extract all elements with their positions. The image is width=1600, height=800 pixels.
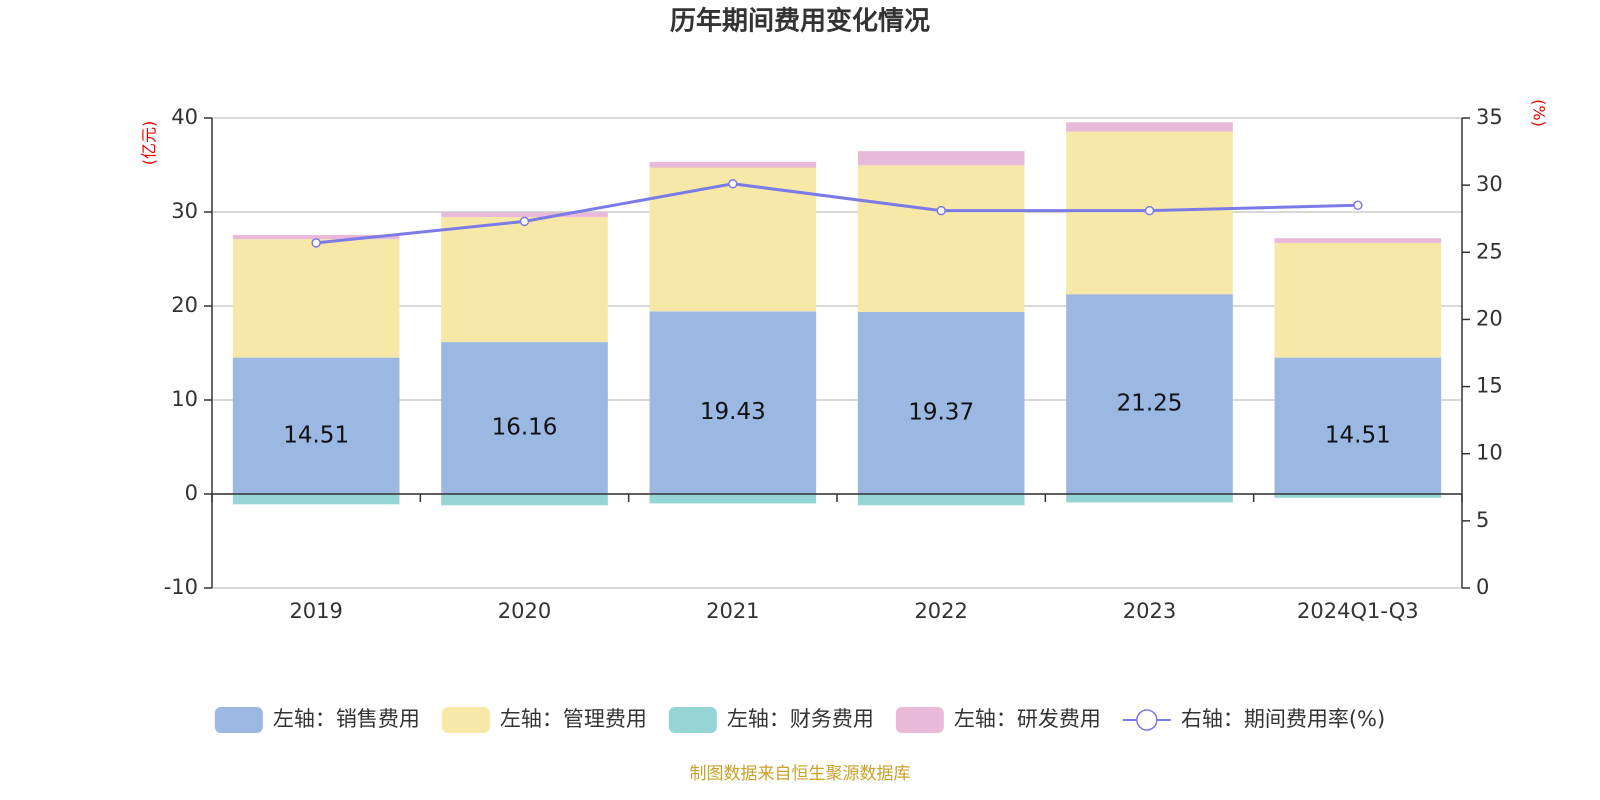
line-point (1144, 205, 1155, 216)
data-label: 19.37 (908, 399, 974, 425)
line-point (936, 205, 946, 216)
legend-label: 左轴：财务费用 (727, 707, 874, 731)
line-point (519, 216, 530, 227)
legend-swatch (668, 707, 717, 733)
y2-tick-label: 15 (1476, 374, 1503, 398)
legend-swatch (441, 707, 490, 733)
line-point (728, 179, 738, 189)
bar (857, 494, 1025, 506)
legend-swatch (214, 707, 263, 733)
y-tick-label: 40 (171, 105, 198, 129)
bar (1274, 238, 1442, 243)
y2-tick-label: 30 (1476, 172, 1503, 196)
x-tick-label: 2022 (914, 599, 967, 623)
y2-axis-label: (%) (1530, 99, 1549, 127)
y-tick-label: 0 (185, 481, 198, 505)
bar (649, 494, 817, 504)
bar (857, 165, 1025, 312)
legend-label: 左轴：研发费用 (954, 707, 1101, 731)
line-point (311, 238, 321, 248)
y2-tick-label: 25 (1476, 239, 1503, 263)
bar (441, 494, 608, 506)
bar (232, 357, 400, 494)
y-tick-label: 30 (171, 199, 198, 223)
y-axis-label: (亿元) (140, 121, 159, 166)
x-tick-label: 2020 (498, 599, 551, 623)
bar (649, 311, 817, 494)
bar (1274, 494, 1442, 498)
legend-swatch (895, 707, 944, 733)
x-tick-label: 2024Q1-Q3 (1297, 599, 1419, 623)
bar (232, 234, 400, 240)
data-label: 14.51 (1325, 422, 1391, 448)
x-tick-label: 2023 (1123, 599, 1176, 623)
y2-tick-label: 35 (1476, 105, 1503, 129)
y2-tick-label: 20 (1476, 306, 1503, 330)
data-label: 14.51 (283, 422, 349, 448)
legend: 左轴：销售费用 左轴：管理费用 左轴：财务费用 左轴：研发费用 右轴：期间费用率(%) (214, 707, 1385, 733)
line (316, 182, 1358, 245)
bar (441, 212, 608, 218)
y-tick-label: 10 (171, 387, 198, 411)
legend-label: 左轴：管理费用 (500, 707, 647, 731)
bar (1066, 122, 1233, 132)
data-label: 21.25 (1117, 391, 1183, 417)
bar (1066, 494, 1233, 503)
bar (441, 342, 608, 494)
bar (857, 151, 1025, 166)
y2-tick-label: 10 (1476, 441, 1503, 465)
bar (1066, 294, 1233, 494)
source-note: 制图数据来自恒生聚源数据库 (690, 764, 911, 784)
y2-tick-label: 5 (1476, 508, 1489, 532)
x-tick-label: 2021 (706, 599, 759, 623)
bar (857, 311, 1025, 494)
legend-label: 右轴：期间费用率(%) (1181, 707, 1385, 731)
bar (1274, 357, 1442, 494)
data-label: 16.16 (492, 415, 558, 441)
y-tick-label: 20 (171, 293, 198, 317)
bar (232, 239, 400, 358)
y-tick-label: -10 (164, 575, 198, 599)
bar (441, 217, 608, 343)
x-tick-label: 2019 (289, 599, 342, 623)
bar (649, 167, 817, 312)
bar (1274, 242, 1442, 358)
bar (649, 161, 817, 168)
chart-title: 历年期间费用变化情况 (670, 6, 930, 37)
y2-tick-label: 0 (1476, 575, 1489, 599)
legend-label: 左轴：销售费用 (273, 707, 420, 731)
line-point (1353, 200, 1363, 211)
data-label: 19.43 (700, 399, 766, 425)
bar (232, 494, 400, 505)
legend-swatch (1136, 709, 1158, 731)
